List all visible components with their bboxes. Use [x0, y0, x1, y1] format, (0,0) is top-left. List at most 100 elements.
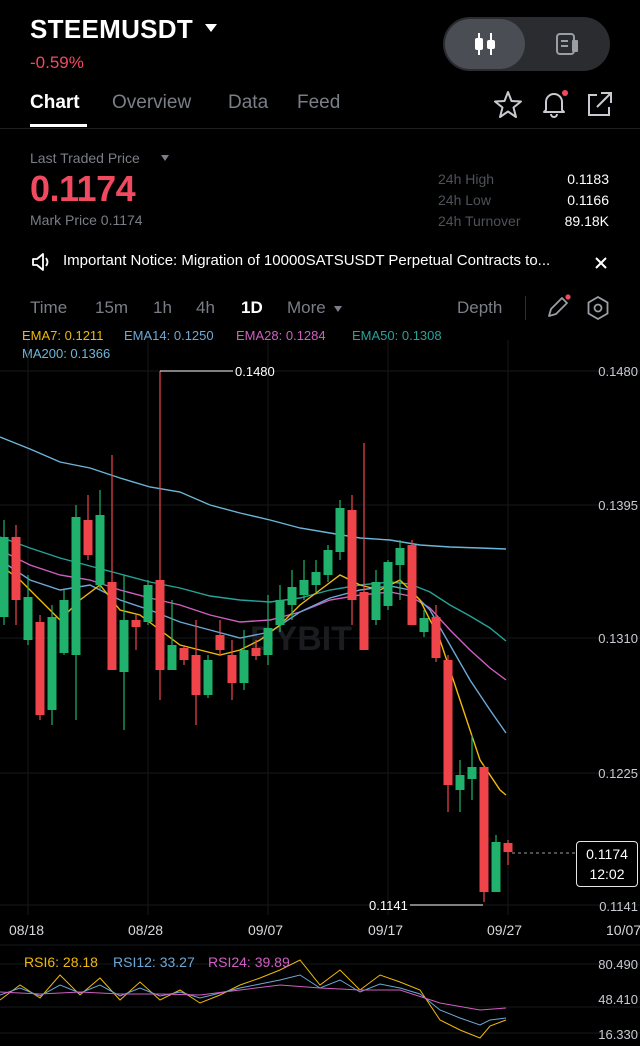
- candle-body: [203, 660, 213, 695]
- candle-body: [167, 645, 177, 670]
- candlestick-chart[interactable]: BYBIT 0.1480 0.1141 0.1480 0.1395 0.1310…: [0, 340, 640, 1046]
- x-axis-label: 08/28: [128, 922, 164, 938]
- draw-pencil-icon[interactable]: [545, 294, 571, 320]
- timeframe-15m[interactable]: 15m: [95, 298, 129, 317]
- candle-body: [0, 537, 9, 617]
- candle-body: [95, 515, 105, 585]
- candle-body: [287, 587, 297, 605]
- candle-body: [119, 620, 129, 672]
- ema28-line: [0, 549, 507, 681]
- candle-body: [503, 843, 513, 852]
- star-favorite-icon[interactable]: [493, 90, 523, 120]
- ema14-legend: EMA14: 0.1250: [124, 328, 214, 343]
- candle-body: [251, 648, 261, 656]
- stat-24h-high-label: 24h High: [438, 171, 495, 187]
- ema28-legend: EMA28: 0.1284: [236, 328, 326, 343]
- timeframe-1h[interactable]: 1h: [153, 298, 172, 317]
- last-traded-price-label[interactable]: Last Traded Price: [30, 150, 140, 166]
- stat-24h-high-value: 0.1183: [567, 171, 609, 187]
- symbol-dropdown-icon[interactable]: [205, 24, 217, 32]
- candlestick-view-button[interactable]: [445, 19, 525, 69]
- rsi-axis-label: 80.490: [598, 957, 638, 972]
- candle-body: [11, 537, 21, 600]
- last-traded-price: 0.1174: [30, 168, 136, 209]
- candle-body: [227, 655, 237, 683]
- x-axis-label: 10/07: [606, 922, 640, 938]
- tab-overview[interactable]: Overview: [112, 92, 192, 113]
- x-axis-label: 09/07: [248, 922, 284, 938]
- candle-body: [395, 548, 405, 565]
- y-axis-label: 0.1395: [598, 498, 638, 513]
- y-axis-label: 0.1225: [598, 766, 638, 781]
- timeframe-time[interactable]: Time: [30, 298, 68, 317]
- candle-body: [311, 572, 321, 585]
- current-price-tag: 0.1174 12:02: [576, 841, 638, 887]
- timeframe-1d[interactable]: 1D: [241, 298, 263, 317]
- candle-body: [467, 767, 477, 779]
- rsi6-line: [0, 959, 507, 1039]
- timeframe-more[interactable]: More: [287, 298, 326, 317]
- x-axis-label: 09/27: [487, 922, 523, 938]
- rsi24-line: [0, 984, 507, 1011]
- candle-body: [239, 650, 249, 683]
- rsi-axis-label: 48.410: [598, 992, 638, 1007]
- timeframe-4h[interactable]: 4h: [196, 298, 215, 317]
- chart-settings-icon[interactable]: [585, 295, 611, 321]
- tab-feed[interactable]: Feed: [297, 92, 341, 113]
- candle-body: [455, 775, 465, 790]
- candle-body: [407, 545, 417, 625]
- candlestick-icon: [475, 33, 495, 55]
- candle-body: [299, 580, 309, 595]
- more-dropdown-icon[interactable]: [334, 306, 342, 312]
- close-icon[interactable]: [593, 255, 609, 271]
- candle-body: [323, 550, 333, 575]
- symbol-title[interactable]: STEEMUSDT: [30, 14, 194, 44]
- candle-body: [191, 655, 201, 695]
- candle-body: [419, 618, 429, 632]
- stat-24h-low-value: 0.1166: [567, 192, 609, 208]
- candle-body: [359, 592, 369, 650]
- candle-body: [59, 600, 69, 653]
- active-tab-indicator: [30, 124, 87, 127]
- candle-countdown: 12:02: [589, 866, 625, 882]
- ema7-legend: EMA7: 0.1211: [22, 328, 104, 343]
- candle-body: [83, 520, 93, 555]
- mark-price: Mark Price 0.1174: [30, 212, 143, 228]
- x-axis-label: 08/18: [9, 922, 45, 938]
- bell-alert-icon[interactable]: [539, 89, 569, 119]
- rsi12-line: [0, 974, 507, 1026]
- candle-body: [215, 635, 225, 650]
- toolbar-divider: [525, 296, 526, 320]
- current-price-tag-value: 0.1174: [586, 846, 628, 862]
- rsi12-legend: RSI12: 33.27: [113, 954, 195, 970]
- candle-body: [35, 622, 45, 715]
- tab-data[interactable]: Data: [228, 92, 269, 113]
- share-icon[interactable]: [584, 90, 614, 120]
- stat-24h-turnover-label: 24h Turnover: [438, 213, 521, 229]
- candle-body: [275, 600, 285, 625]
- depth-button[interactable]: Depth: [457, 298, 503, 317]
- ma200-line: [0, 436, 507, 550]
- orderbook-view-icon[interactable]: [555, 31, 581, 57]
- ma200-legend: MA200: 0.1366: [22, 346, 111, 361]
- tabs-divider: [0, 128, 640, 129]
- notice-banner-text[interactable]: Important Notice: Migration of 10000SATS…: [63, 252, 551, 269]
- candle-body: [107, 582, 117, 670]
- y-axis-label: 0.1141: [599, 899, 638, 914]
- tab-chart[interactable]: Chart: [30, 92, 80, 113]
- candle-body: [47, 617, 57, 710]
- candle-body: [179, 648, 189, 660]
- ema50-line: [0, 536, 507, 642]
- stat-24h-turnover-value: 89.18K: [564, 213, 609, 229]
- candle-body: [479, 767, 489, 892]
- candlesticks: [0, 371, 513, 902]
- candle-body: [371, 582, 381, 620]
- candle-body: [263, 628, 273, 655]
- low-marker-label: 0.1141: [369, 898, 408, 913]
- candle-body: [335, 508, 345, 552]
- price-type-dropdown-icon[interactable]: [161, 155, 169, 161]
- rsi-axis-label: 16.330: [598, 1027, 638, 1042]
- high-marker-label: 0.1480: [235, 364, 275, 379]
- candle-body: [155, 580, 165, 670]
- price-change-percent: -0.59%: [30, 53, 84, 72]
